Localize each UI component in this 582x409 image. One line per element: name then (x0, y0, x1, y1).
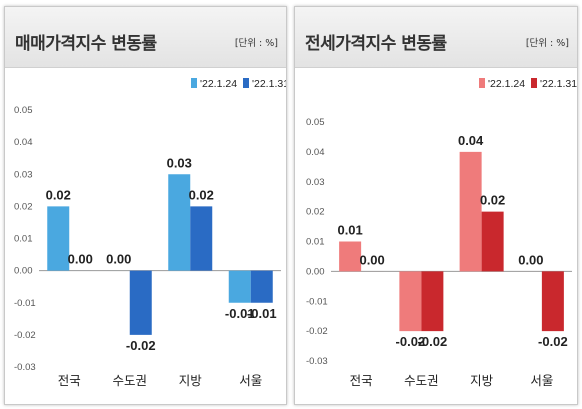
category-label: 수도권 (112, 373, 147, 388)
bar (339, 241, 362, 272)
bar (421, 271, 444, 332)
y-tick-label: -0.02 (306, 326, 328, 337)
value-label: 0.01 (337, 223, 362, 238)
value-label: 0.02 (189, 187, 214, 202)
y-tick-label: -0.02 (14, 330, 36, 341)
value-label: 0.03 (167, 155, 192, 170)
value-label: 0.00 (68, 252, 93, 267)
legend-swatch (191, 78, 197, 88)
y-tick-label: 0.02 (14, 201, 33, 212)
legend-swatch (479, 78, 485, 88)
bar (399, 271, 422, 332)
chart-header: 전세가격지수 변동률 [단위 : %] (295, 7, 577, 68)
y-tick-label: 0.03 (306, 177, 325, 188)
unit-label: [단위 : %] (234, 38, 278, 49)
bar (228, 270, 251, 303)
bar (190, 206, 213, 271)
y-tick-label: 0.04 (306, 147, 325, 158)
value-label: -0.02 (538, 334, 568, 349)
category-label: 지방 (470, 373, 494, 388)
chart-panel-jeonse: 전세가격지수 변동률 [단위 : %] '22.1.24 '22.1.31 0.05… (294, 6, 578, 405)
y-tick-label: 0.01 (306, 237, 325, 248)
unit-label: [단위 : %] (525, 38, 569, 49)
legend-swatch (243, 78, 249, 88)
bar (168, 174, 191, 271)
value-label: -0.02 (396, 334, 426, 349)
value-label: 0.00 (106, 252, 131, 267)
y-tick-label: 0.00 (306, 266, 325, 277)
bar (541, 271, 564, 332)
category-label: 지방 (179, 373, 203, 388)
y-tick-label: -0.01 (306, 296, 328, 307)
y-tick-label: 0.05 (306, 117, 325, 128)
legend-label: '22.1.24 (200, 78, 237, 90)
bar (481, 211, 504, 272)
y-tick-label: -0.03 (306, 356, 328, 367)
chart-title: 전세가격지수 변동률 (305, 34, 447, 54)
y-tick-label: 0.03 (14, 169, 33, 180)
value-label: -0.01 (225, 306, 255, 321)
bar (250, 270, 273, 303)
y-tick-label: -0.01 (14, 298, 36, 309)
value-label: 0.02 (46, 187, 71, 202)
bar (459, 151, 482, 272)
value-label: 0.04 (458, 133, 484, 148)
value-label: -0.02 (418, 334, 448, 349)
category-label: 전국 (58, 373, 81, 388)
value-label: -0.01 (247, 306, 277, 321)
y-tick-label: -0.03 (14, 362, 36, 373)
bar-chart-sale: '22.1.24 '22.1.31 0.05 0.04 0.03 0.02 0.01 0.00… (14, 78, 286, 388)
category-label: 수도권 (404, 373, 439, 388)
legend: '22.1.24 '22.1.31 (479, 78, 577, 90)
y-tick-label: 0.05 (14, 105, 33, 116)
value-label: 0.00 (518, 252, 543, 267)
value-label: 0.00 (359, 252, 384, 267)
bar (47, 206, 70, 271)
chart-panel-sale: 매매가격지수 변동률 [단위 : %] '22.1.24 '22.1.31 0.05… (4, 6, 287, 405)
y-tick-label: 0.01 (14, 234, 33, 245)
bar-chart-jeonse: '22.1.24 '22.1.31 0.05 0.04 0.03 0.02 0.01 0.00… (306, 78, 577, 388)
chart-header: 매매가격지수 변동률 [단위 : %] (5, 7, 286, 68)
category-label: 전국 (350, 373, 373, 388)
y-tick-label: 0.02 (306, 207, 325, 218)
y-tick-label: 0.04 (14, 137, 33, 148)
bar (129, 270, 152, 335)
legend-swatch (531, 78, 537, 88)
legend-label: '22.1.31 (252, 78, 286, 90)
legend: '22.1.24 '22.1.31 (191, 78, 286, 90)
category-label: 서울 (239, 373, 262, 388)
value-label: 0.02 (480, 193, 505, 208)
value-label: -0.02 (126, 338, 156, 353)
chart-title: 매매가격지수 변동률 (15, 34, 157, 54)
category-label: 서울 (530, 373, 553, 388)
y-tick-label: 0.00 (14, 266, 33, 277)
legend-label: '22.1.24 (488, 78, 525, 90)
legend-label: '22.1.31 (540, 78, 577, 90)
